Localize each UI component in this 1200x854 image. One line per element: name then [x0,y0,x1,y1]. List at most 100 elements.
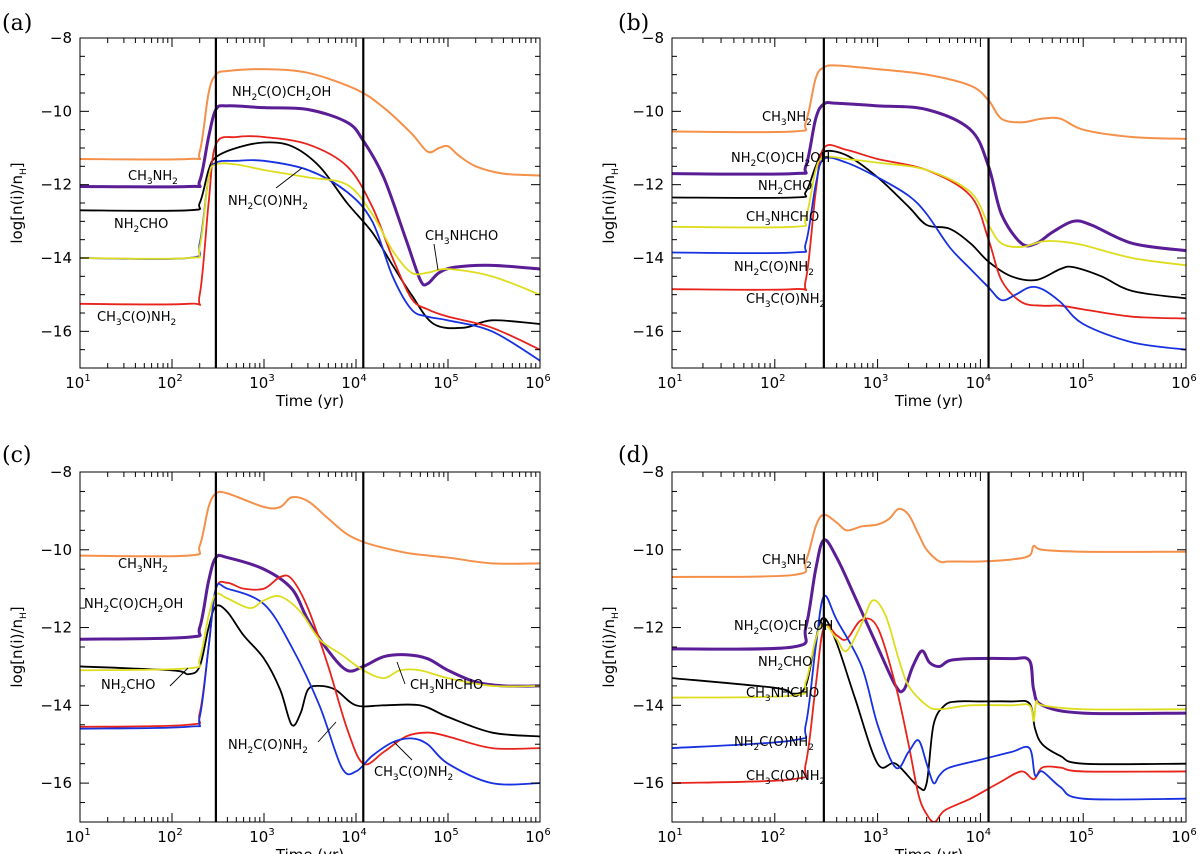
x-tick-label: 103 [863,373,888,392]
x-tick-label: 105 [433,373,458,392]
panel-letter: (c) [2,443,32,468]
x-tick-label: 104 [966,373,991,392]
x-tick-label: 103 [863,827,888,846]
series-line-nh2c-o-ch2oh [80,104,540,287]
y-tick-label: −10 [40,541,72,559]
y-tick-label: −14 [632,249,664,267]
series-line-ch3nh2 [80,490,540,565]
x-tick-label: 101 [65,827,90,846]
x-tick-label: 101 [65,373,90,392]
series-label: NH2​C(O)NH2​ [734,735,814,753]
panel-letter: (b) [618,11,649,36]
x-axis-title: Time (yr) [275,392,344,410]
series-label: NH2​CHO [758,179,812,197]
series-line-nh2c-o-ch2oh [80,553,540,688]
y-tick-label: −14 [40,696,72,714]
x-tick-label: 103 [249,373,274,392]
y-tick-label: −16 [40,774,72,792]
y-tick-label: −12 [40,619,72,637]
plot-frame [79,471,541,823]
series-label: NH2​C(O)NH2​ [734,260,814,278]
x-tick-label: 106 [1171,373,1196,392]
x-tick-label: 105 [1068,827,1093,846]
series-line-nh2c-o-ch2oh [672,538,1186,716]
y-tick-label: −8 [50,463,72,481]
series-group [80,68,540,362]
x-tick-label: 106 [1171,827,1196,846]
panel-letter: (d) [618,443,649,468]
x-tick-label: 103 [249,827,274,846]
series-label: NH2​CHO [758,655,812,673]
series-label: CH3​NHCHO [746,686,819,704]
series-line-ch3c-o-nh2 [80,135,540,351]
y-axis-title: log[n(i)/nH] [8,606,29,687]
series-line-ch3nh2 [672,64,1186,140]
series-label: NH2​CHO [101,678,155,696]
x-axis-title: Time (yr) [275,846,344,854]
x-tick-label: 102 [157,373,182,392]
series-label: NH2​C(O)NH2​ [228,738,308,756]
series-label: CH3​C(O)NH2​ [746,769,825,787]
label-leader-line [396,661,406,685]
x-tick-label: 102 [157,827,182,846]
y-tick-label: −8 [642,463,664,481]
series-label: NH2​C(O)CH2​OH [731,151,830,169]
series-line-ch3nh2 [80,68,540,177]
label-leader-line [433,243,439,271]
series-label: CH3​NH2​ [118,557,168,575]
series-label: NH2​C(O)NH2​ [228,194,308,212]
panel-c: (c) 101 102 103 104 105 106 −8 −10 −12 −14 −16 Time … [2,443,551,854]
series-label: CH3​C(O)NH2​ [746,292,825,310]
y-tick-label: −16 [632,774,664,792]
series-label: CH3​NHCHO [746,210,819,228]
y-tick-label: −12 [40,176,72,194]
y-axis-title: log[n(i)/nH] [8,162,29,243]
y-axis-title: log[n(i)/nH] [600,162,621,243]
series-line-nh2cho [672,149,1186,300]
y-tick-label: −16 [632,322,664,340]
series-label: CH3​NH2​ [128,169,178,187]
y-tick-label: −12 [632,176,664,194]
series-label: NH2​CHO [114,217,168,235]
series-label: CH3​NH2​ [762,553,812,571]
series-line-nh2c-o-nh2 [80,582,540,786]
y-tick-label: −10 [632,102,664,120]
x-tick-label: 105 [433,827,458,846]
x-tick-label: 102 [760,373,785,392]
label-leader-line [169,667,189,687]
series-label: CH3​NHCHO [410,678,483,696]
panel-letter: (a) [2,11,32,36]
series-line-nh2c-o-ch2oh [672,101,1186,253]
y-axis-title: log[n(i)/nH] [600,606,621,687]
series-label: NH2​C(O)CH2​OH [84,597,183,615]
series-label: NH2​C(O)CH2​OH [734,619,833,637]
label-leader-line [317,721,337,743]
x-tick-label: 101 [657,827,682,846]
x-tick-label: 104 [966,827,991,846]
series-line-nh2cho [80,604,540,738]
series-label: CH3​C(O)NH2​ [97,310,176,328]
x-tick-label: 101 [657,373,682,392]
x-tick-label: 106 [525,373,550,392]
plot-frame [671,37,1187,369]
x-tick-label: 105 [1068,373,1093,392]
series-line-ch3nhcho [80,592,540,688]
series-group [672,507,1186,822]
x-tick-label: 104 [341,827,366,846]
series-line-ch3nhcho [672,155,1186,267]
y-tick-label: −10 [632,541,664,559]
y-tick-label: −14 [632,696,664,714]
x-axis-title: Time (yr) [894,392,963,410]
y-tick-label: −16 [40,322,72,340]
series-group [80,490,540,786]
series-group [672,64,1186,351]
x-axis-title: Time (yr) [894,846,963,854]
x-tick-label: 104 [341,373,366,392]
panel-b: (b) 101 102 103 104 105 106 −8 −10 −12 −14 −16 Time … [600,11,1197,410]
label-leader-line [275,167,303,189]
y-tick-label: −10 [40,102,72,120]
panel-d: (d) 101 102 103 104 105 106 −8 −10 −12 −14 −16 Time … [600,443,1197,854]
series-line-ch3nhcho [672,599,1186,722]
x-tick-label: 106 [525,827,550,846]
y-tick-label: −8 [50,29,72,47]
